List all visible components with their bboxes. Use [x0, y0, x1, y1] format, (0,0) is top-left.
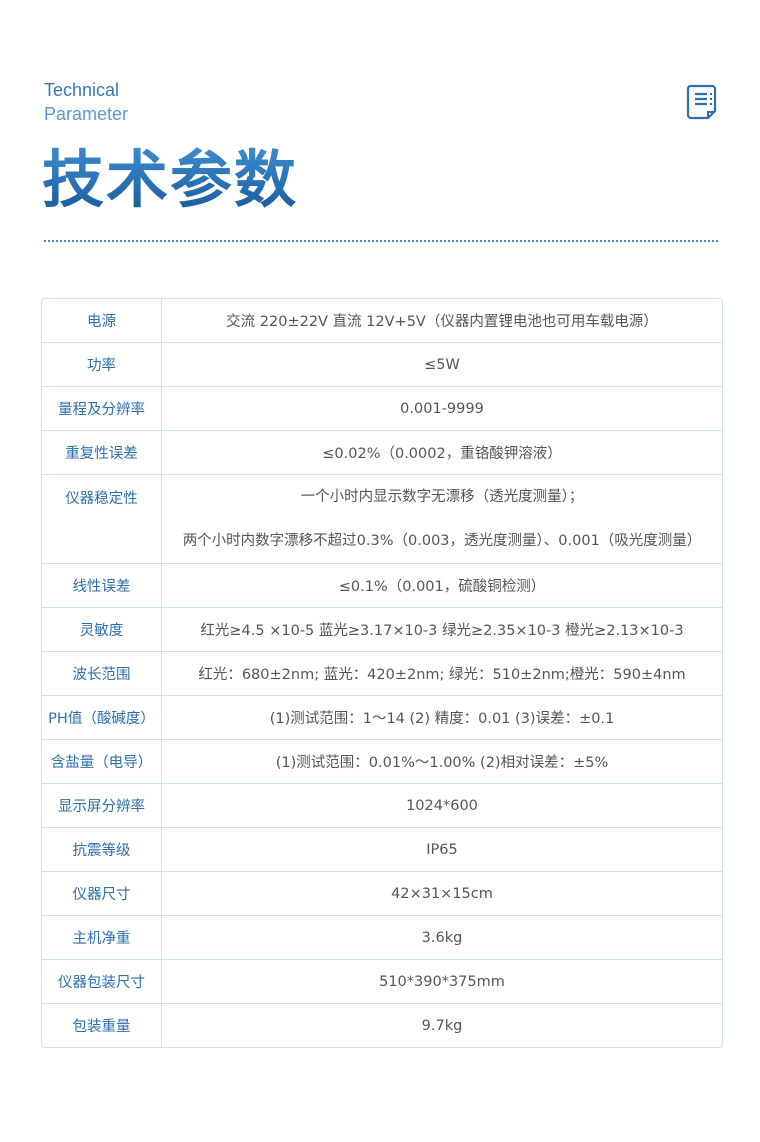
table-row: 灵敏度 红光≥4.5 ×10-5 蓝光≥3.17×10-3 绿光≥2.35×10-…	[42, 608, 722, 652]
param-label: 抗震等级	[42, 828, 162, 872]
param-label: PH值（酸碱度）	[42, 696, 162, 740]
table-row: 线性误差 ≤0.1%（0.001，硫酸铜检测）	[42, 564, 722, 608]
param-label: 重复性误差	[42, 431, 162, 475]
param-label: 功率	[42, 343, 162, 387]
document-list-icon	[686, 84, 717, 120]
param-value-cell: ≤0.02%（0.0002，重铬酸钾溶液）	[162, 431, 722, 475]
param-value-cell: 0.001-9999	[162, 387, 722, 431]
parameter-table: 电源 交流 220±22V 直流 12V+5V（仪器内置锂电池也可用车载电源） 功率…	[41, 298, 723, 1048]
table-row: 重复性误差 ≤0.02%（0.0002，重铬酸钾溶液）	[42, 431, 722, 475]
param-value-cell: 510*390*375mm	[162, 960, 722, 1004]
table-row: 包装重量 9.7kg	[42, 1004, 722, 1047]
table-row: 仪器稳定性 一个小时内显示数字无漂移（透光度测量）； 两个小时内数字漂移不超过0.3…	[42, 475, 722, 564]
param-value-cell: 42×31×15cm	[162, 872, 722, 916]
param-label: 仪器尺寸	[42, 872, 162, 916]
param-value-cell: (1)测试范围：1～14 (2) 精度：0.01 (3)误差：±0.1	[162, 696, 722, 740]
param-value-cell: 9.7kg	[421, 1017, 463, 1034]
param-label: 量程及分辨率	[42, 387, 162, 431]
param-label: 主机净重	[42, 916, 162, 960]
english-heading-line2: Parameter	[44, 104, 129, 124]
param-label: 含盐量（电导）	[42, 740, 162, 784]
param-value-cell: (1)测试范围：0.01%～1.00% (2)相对误差：±5%	[162, 740, 722, 784]
param-value-cell: 1024*600	[162, 784, 722, 828]
table-row: 主机净重 3.6kg	[42, 916, 722, 960]
table-row: 抗震等级 IP65	[42, 828, 722, 872]
english-heading-line1: Technical	[44, 80, 120, 100]
param-label: 仪器稳定性	[42, 475, 162, 564]
table-row: 显示屏分辨率 1024*600	[42, 784, 722, 828]
param-label: 波长范围	[42, 652, 162, 696]
param-label: 电源	[42, 299, 162, 343]
table-row: 仪器包装尺寸 510*390*375mm	[42, 960, 722, 1004]
page-title: 技术参数	[42, 143, 299, 216]
param-value: 一个小时内显示数字无漂移（透光度测量）；	[300, 489, 584, 505]
table-row: 仪器尺寸 42×31×15cm	[42, 872, 722, 916]
table-row: 电源 交流 220±22V 直流 12V+5V（仪器内置锂电池也可用车载电源）	[42, 299, 722, 343]
param-label: 灵敏度	[42, 608, 162, 652]
param-value: 两个小时内数字漂移不超过0.3%（0.003，透光度测量）、0.001（吸光度测…	[182, 533, 702, 549]
table-row: 含盐量（电导） (1)测试范围：0.01%～1.00% (2)相对误差：±5%	[42, 740, 722, 784]
table-row: PH值（酸碱度） (1)测试范围：1～14 (2) 精度：0.01 (3)误差：±…	[42, 696, 722, 740]
param-label: 包装重量	[42, 1004, 162, 1047]
param-label: 线性误差	[42, 564, 162, 608]
param-value-cell: 红光≥4.5 ×10-5 蓝光≥3.17×10-3 绿光≥2.35×10-3 橙…	[162, 608, 722, 652]
param-value-cell: 一个小时内显示数字无漂移（透光度测量）； 两个小时内数字漂移不超过0.3%（0.0…	[162, 475, 722, 564]
param-value-cell: 红光：680±2nm; 蓝光：420±2nm; 绿光：510±2nm;橙光：59…	[162, 652, 722, 696]
dotted-divider	[44, 240, 718, 242]
table-row: 波长范围 红光：680±2nm; 蓝光：420±2nm; 绿光：510±2nm;橙…	[42, 652, 722, 696]
param-value-cell: IP65	[162, 828, 722, 872]
param-label: 显示屏分辨率	[42, 784, 162, 828]
param-value-cell: 交流 220±22V 直流 12V+5V（仪器内置锂电池也可用车载电源）	[162, 299, 722, 343]
param-value-cell: ≤5W	[162, 343, 722, 387]
param-value-cell: ≤0.1%（0.001，硫酸铜检测）	[162, 564, 722, 608]
param-label: 仪器包装尺寸	[42, 960, 162, 1004]
param-value-cell: 3.6kg	[162, 916, 722, 960]
english-heading: Technical Parameter	[44, 78, 128, 126]
table-row: 量程及分辨率 0.001-9999	[42, 387, 722, 431]
table-row: 功率 ≤5W	[42, 343, 722, 387]
